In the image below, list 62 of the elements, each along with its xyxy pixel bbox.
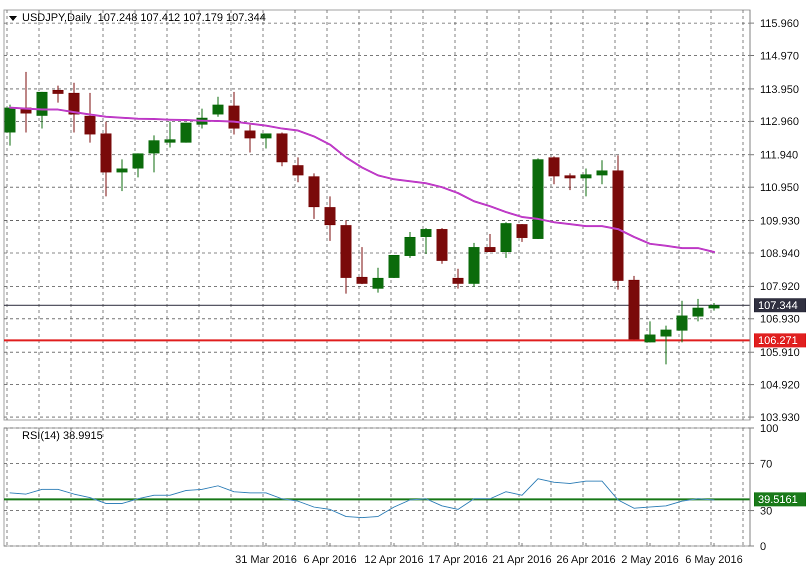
y-tick-label: 110.950: [760, 182, 799, 194]
candlestick: [244, 124, 256, 153]
chart-title: RSI(14) 38.9915: [22, 430, 103, 442]
y-tick-label: 113.950: [760, 84, 799, 96]
ref-line-label: 106.271: [758, 335, 798, 348]
y-tick-label: 107.920: [760, 281, 800, 294]
y-tick-label: 30: [760, 505, 772, 518]
candlestick: [68, 82, 80, 133]
y-tick-label: 112.960: [760, 116, 799, 128]
candlestick: [148, 134, 160, 173]
candlestick: [692, 298, 704, 322]
candlestick: [180, 122, 192, 144]
candlestick: [516, 224, 528, 242]
candlestick: [404, 232, 416, 258]
candlestick: [324, 196, 336, 242]
candlestick: [372, 267, 384, 294]
candlestick: [132, 152, 144, 178]
y-tick-label: 104.920: [760, 379, 800, 392]
candlestick: [84, 92, 96, 144]
candlestick: [420, 228, 432, 254]
y-tick-label: 70: [760, 458, 772, 470]
x-tick-label: 12 Apr 2016: [364, 554, 424, 566]
y-tick-label: 111.940: [760, 150, 798, 162]
candlestick: [36, 91, 48, 130]
ref-line-label: 107.344: [758, 300, 798, 312]
y-tick-label: 100: [760, 422, 778, 435]
chart-title: USDJPY,Daily 107.248 107.412 107.179 107.344: [22, 12, 266, 24]
candlestick: [660, 325, 672, 365]
x-tick-label: 2 May 2016: [621, 554, 679, 566]
candlestick: [452, 268, 464, 290]
x-tick-label: 6 May 2016: [685, 554, 743, 566]
candlestick: [116, 158, 128, 192]
candlestick: [52, 85, 64, 104]
y-tick-label: 105.910: [760, 347, 800, 360]
y-tick-label: 103.930: [760, 412, 800, 424]
x-tick-label: 31 Mar 2016: [235, 554, 297, 566]
candlestick: [260, 132, 272, 150]
candlestick: [356, 246, 368, 285]
candlestick: [596, 160, 608, 185]
x-tick-label: 6 Apr 2016: [303, 554, 357, 566]
candlestick: [212, 96, 224, 118]
y-tick-label: 108.940: [760, 248, 800, 260]
x-tick-label: 26 Apr 2016: [556, 554, 616, 566]
y-tick-label: 115.960: [760, 18, 799, 30]
candlestick: [580, 168, 592, 197]
candlestick: [676, 300, 688, 343]
candlestick: [292, 156, 304, 183]
candlestick: [388, 254, 400, 278]
ref-line-label: 39.5161: [758, 494, 798, 506]
candlestick: [484, 233, 496, 253]
line-series: [10, 478, 714, 518]
candlestick: [548, 156, 560, 185]
candlestick: [644, 320, 656, 343]
x-tick-label: 17 Apr 2016: [428, 554, 488, 566]
candlestick: [164, 121, 176, 148]
y-tick-label: 109.930: [760, 215, 800, 228]
y-tick-label: 0: [760, 540, 766, 553]
y-tick-label: 114.970: [760, 50, 799, 62]
candlestick: [564, 172, 576, 191]
y-tick-label: 106.930: [760, 314, 800, 326]
x-tick-label: 21 Apr 2016: [492, 554, 552, 566]
candlestick: [228, 91, 240, 135]
